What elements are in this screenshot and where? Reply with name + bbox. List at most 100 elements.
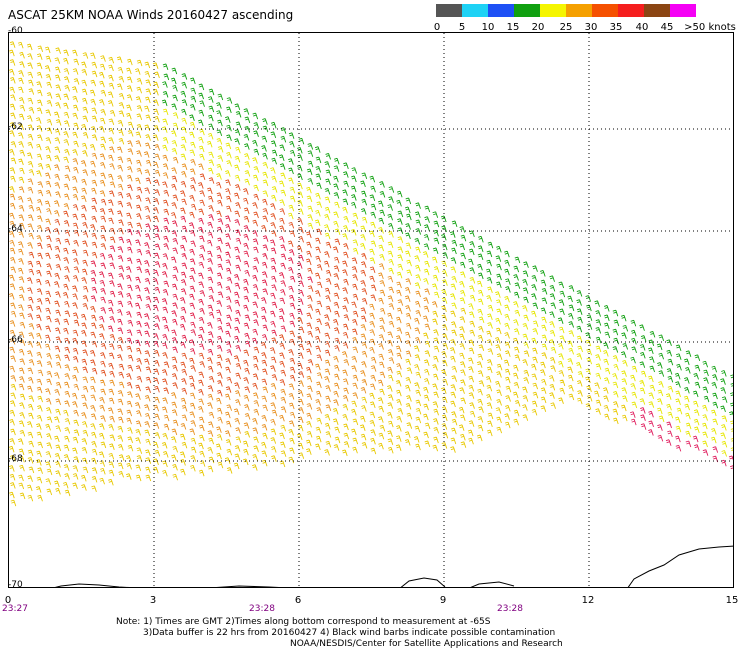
wind-barb bbox=[369, 338, 376, 346]
wind-map bbox=[8, 32, 734, 588]
wind-barb bbox=[423, 403, 429, 411]
wind-barb bbox=[207, 357, 213, 364]
wind-barb bbox=[36, 170, 42, 177]
wind-barb bbox=[442, 431, 449, 439]
wind-barb bbox=[253, 211, 259, 219]
wind-barb bbox=[675, 398, 681, 406]
wind-barb bbox=[352, 374, 359, 382]
wind-barb bbox=[18, 186, 25, 193]
wind-barb bbox=[676, 363, 682, 371]
wind-barb bbox=[36, 423, 42, 430]
wind-barb bbox=[685, 412, 691, 420]
wind-barb bbox=[387, 213, 393, 221]
wind-barb bbox=[387, 446, 394, 454]
wind-barb bbox=[324, 422, 331, 430]
wind-barb bbox=[63, 111, 70, 119]
wind-barb bbox=[351, 167, 358, 174]
wind-barb bbox=[432, 247, 439, 255]
wind-barb bbox=[388, 258, 394, 266]
wind-barb bbox=[225, 242, 231, 249]
wind-barb bbox=[667, 411, 674, 419]
wind-barb bbox=[341, 351, 348, 358]
wind-barb bbox=[685, 367, 691, 374]
wind-barb bbox=[198, 388, 204, 396]
wind-barb bbox=[378, 244, 385, 252]
wind-barb bbox=[262, 179, 269, 187]
wind-barb bbox=[253, 184, 259, 192]
wind-barb bbox=[702, 386, 709, 394]
legend-swatch-7 bbox=[618, 4, 644, 17]
wind-barb bbox=[395, 444, 402, 451]
wind-barb bbox=[541, 378, 547, 386]
wind-barb bbox=[127, 319, 134, 327]
wind-barb bbox=[289, 149, 296, 157]
wind-barb bbox=[279, 297, 286, 305]
wind-barb bbox=[189, 229, 196, 237]
wind-barb bbox=[271, 409, 278, 417]
wind-barb bbox=[108, 461, 115, 468]
wind-barb bbox=[28, 232, 34, 240]
wind-barb bbox=[100, 262, 106, 270]
wind-barb bbox=[423, 278, 429, 285]
wind-barb bbox=[261, 352, 267, 359]
wind-barb bbox=[667, 375, 674, 383]
wind-barb bbox=[612, 355, 619, 362]
wind-barb bbox=[559, 387, 565, 395]
wind-barb bbox=[28, 359, 35, 366]
wind-barb bbox=[170, 392, 177, 399]
wind-barb bbox=[485, 376, 492, 383]
wind-barb bbox=[397, 246, 404, 253]
wind-barb bbox=[217, 237, 223, 245]
wind-barb bbox=[487, 241, 494, 249]
wind-barb bbox=[271, 301, 278, 309]
wind-barb bbox=[216, 407, 223, 415]
wind-barb bbox=[126, 292, 132, 300]
wind-barb bbox=[252, 392, 259, 399]
lon-label-6: 6 bbox=[294, 595, 302, 606]
wind-barb bbox=[118, 102, 125, 109]
wind-barb bbox=[100, 198, 107, 206]
wind-barb bbox=[181, 163, 188, 170]
time-label-3: 23:28 bbox=[497, 604, 523, 614]
wind-barb bbox=[136, 447, 143, 454]
wind-barb bbox=[180, 153, 187, 161]
wind-barb bbox=[451, 302, 457, 310]
wind-barb bbox=[90, 413, 97, 420]
wind-barb bbox=[145, 223, 151, 230]
wind-barb bbox=[108, 56, 115, 64]
wind-barb bbox=[406, 259, 412, 267]
wind-barb bbox=[10, 499, 17, 507]
wind-barb bbox=[622, 360, 628, 367]
wind-barb bbox=[305, 439, 312, 447]
wind-barb bbox=[18, 205, 25, 212]
wind-barb bbox=[523, 377, 529, 384]
wind-barb bbox=[261, 441, 267, 449]
wind-barb bbox=[252, 301, 258, 308]
wind-barb bbox=[289, 195, 296, 203]
wind-barb bbox=[55, 354, 61, 361]
wind-barb bbox=[279, 432, 285, 440]
wind-barb bbox=[513, 381, 520, 389]
wind-barb bbox=[10, 157, 17, 165]
wind-barb bbox=[225, 195, 232, 203]
wind-barb bbox=[325, 178, 331, 186]
wind-barb bbox=[415, 443, 421, 451]
wind-barb bbox=[126, 193, 132, 200]
wind-barb bbox=[540, 361, 546, 369]
wind-barb bbox=[36, 62, 43, 70]
wind-barb bbox=[333, 292, 340, 300]
wind-barb bbox=[198, 398, 204, 406]
wind-barb bbox=[136, 358, 142, 365]
wind-barb bbox=[558, 397, 564, 404]
wind-barb bbox=[117, 327, 124, 334]
wind-barb bbox=[45, 307, 51, 315]
wind-barb bbox=[352, 310, 359, 318]
wind-barb bbox=[243, 242, 249, 250]
wind-barb bbox=[226, 305, 233, 312]
wind-barb bbox=[153, 333, 159, 340]
wind-barb bbox=[720, 387, 727, 394]
wind-barb bbox=[190, 365, 196, 372]
wind-barb bbox=[433, 329, 439, 336]
wind-barb bbox=[513, 328, 520, 335]
wind-barb bbox=[433, 291, 440, 299]
